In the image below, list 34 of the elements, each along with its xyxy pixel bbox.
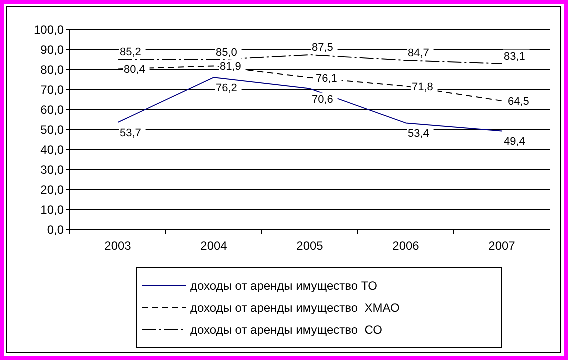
y-tick-label: 20,0 bbox=[40, 183, 64, 198]
x-tick-label: 2005 bbox=[296, 239, 324, 253]
data-label: 87,5 bbox=[312, 42, 334, 54]
data-label: 71,8 bbox=[412, 81, 434, 94]
data-label: 85,0 bbox=[216, 47, 238, 59]
data-label: 70,6 bbox=[312, 94, 334, 106]
data-label: 85,2 bbox=[120, 46, 142, 59]
y-tick-label: 30,0 bbox=[40, 163, 64, 178]
data-label: 53,4 bbox=[408, 128, 430, 140]
data-label: 76,1 bbox=[316, 72, 338, 85]
x-tick-label: 2006 bbox=[392, 239, 420, 253]
y-tick-label: 70,0 bbox=[40, 83, 64, 98]
x-tick-label: 2007 bbox=[488, 239, 516, 253]
data-label: 49,4 bbox=[504, 136, 526, 148]
y-tick-label: 40,0 bbox=[40, 143, 64, 158]
y-tick-label: 100,0 bbox=[34, 23, 64, 38]
data-label: 80,4 bbox=[124, 64, 146, 76]
y-tick-label: 0,0 bbox=[47, 223, 64, 238]
data-label: 81,9 bbox=[220, 61, 242, 74]
data-label: 84,7 bbox=[408, 48, 430, 60]
y-tick-label: 60,0 bbox=[40, 103, 64, 118]
legend-label: доходы от аренды имущество ТО bbox=[190, 279, 378, 294]
data-label: 76,2 bbox=[216, 82, 238, 95]
data-label: 64,5 bbox=[508, 96, 530, 108]
legend-label: доходы от аренды имущество ХМАО bbox=[190, 301, 400, 316]
y-tick-label: 90,0 bbox=[40, 43, 64, 58]
y-tick-label: 80,0 bbox=[40, 63, 64, 78]
x-tick-label: 2004 bbox=[200, 239, 228, 253]
data-label: 83,1 bbox=[504, 50, 526, 63]
data-label: 53,7 bbox=[120, 128, 142, 140]
y-tick-label: 10,0 bbox=[40, 203, 64, 218]
x-tick-label: 2003 bbox=[104, 239, 132, 253]
y-tick-label: 50,0 bbox=[40, 123, 64, 138]
legend-label: доходы от аренды имущество СО bbox=[190, 323, 382, 338]
